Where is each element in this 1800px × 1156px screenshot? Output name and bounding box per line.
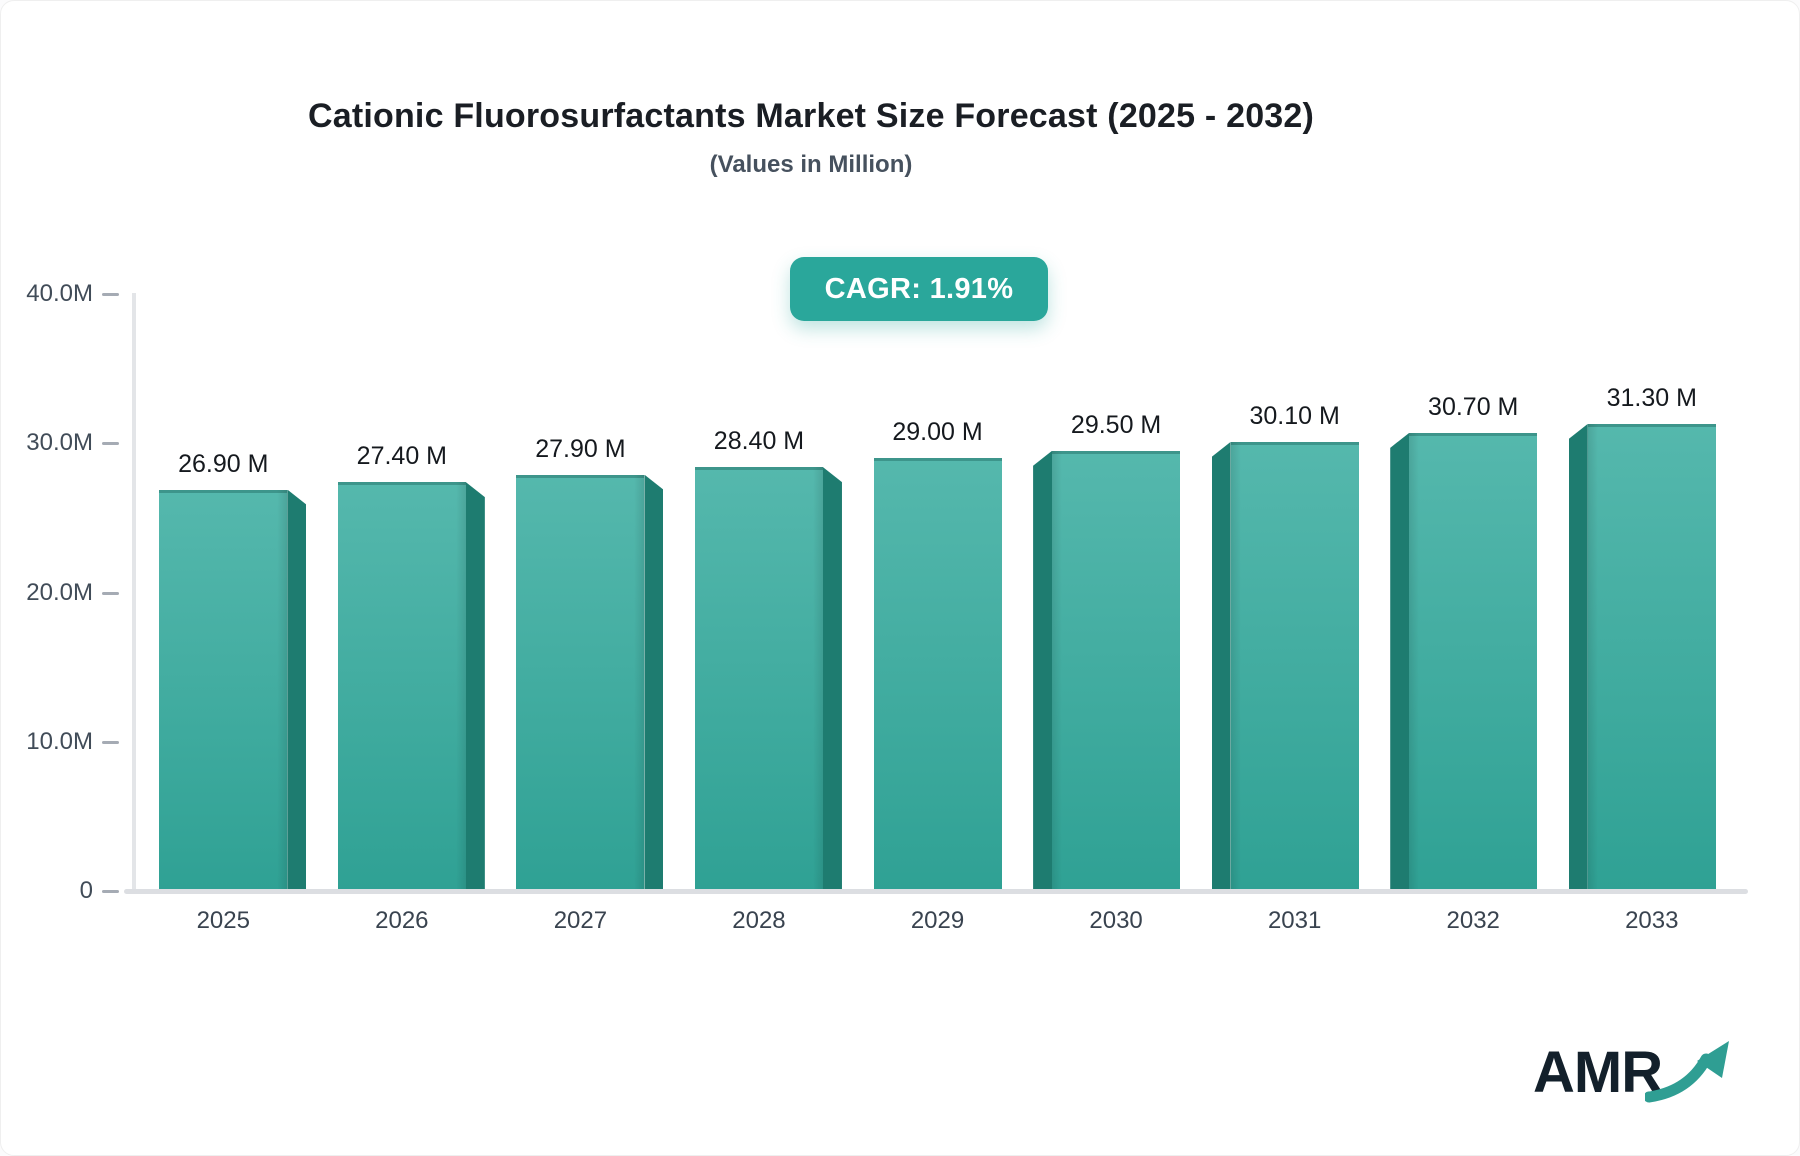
x-axis-line (124, 889, 1748, 894)
bar-column-2027: 27.90 M (491, 294, 670, 892)
bar-face (159, 489, 288, 891)
bar-face (1587, 423, 1716, 892)
bar-3d-side (1033, 450, 1053, 891)
bar-3d-side (822, 467, 842, 891)
bar-face (1409, 432, 1538, 892)
bar-3d-side (287, 489, 307, 891)
bars-row: 26.90 M 27.40 M 27.90 M 28.40 M 29.00 M 29.50… (134, 294, 1742, 892)
brand-logo-text: AMR (1533, 1040, 1663, 1105)
bar-2027: 27.90 M (516, 435, 664, 892)
trend-up-arrow-icon (1645, 1041, 1729, 1103)
bar-value-label: 29.50 M (1070, 410, 1162, 439)
bar-value-label: 30.10 M (1249, 401, 1340, 430)
bar-2032: 30.70 M (1390, 393, 1538, 892)
chart-title: Cationic Fluorosurfactants Market Size F… (307, 97, 1315, 135)
y-tick-mark (102, 442, 119, 446)
bar-face (694, 467, 823, 891)
bar-2033: 31.30 M (1568, 384, 1716, 892)
bar-column-2026: 27.40 M (313, 294, 492, 891)
bar-face (516, 474, 645, 892)
bar-value-label: 31.30 M (1606, 383, 1697, 412)
y-tick-label: 40.0M (26, 280, 93, 307)
bar-face (1052, 450, 1181, 892)
x-axis-label-2026: 2026 (375, 907, 429, 934)
x-axis-label-2031: 2031 (1267, 907, 1322, 934)
bar-2028: 28.40 M (694, 427, 842, 891)
y-tick-mark (102, 293, 119, 296)
brand-logo: AMR (1533, 1039, 1729, 1111)
bar-3d-side (644, 474, 664, 891)
x-axis-label-2025: 2025 (196, 907, 250, 934)
bar-3d-side (465, 482, 485, 891)
x-axis-label-2029: 2029 (910, 907, 965, 934)
bar-column-2032: 30.70 M (1384, 294, 1563, 892)
bar-2031: 30.10 M (1211, 402, 1359, 892)
bar-3d-side (1390, 432, 1410, 891)
bar-column-2028: 28.40 M (670, 294, 849, 891)
y-tick-label: 0 (79, 877, 93, 904)
y-axis-line (132, 293, 136, 890)
y-tick-mark (102, 890, 119, 893)
chart-subtitle: (Values in Million) (709, 151, 913, 178)
x-axis-label-2027: 2027 (553, 907, 608, 934)
bar-column-2033: 31.30 M (1563, 294, 1742, 892)
bar-value-label: 28.40 M (713, 427, 805, 456)
x-axis-label-2032: 2032 (1446, 907, 1500, 934)
bar-value-label: 29.00 M (892, 418, 983, 447)
cagr-badge: CAGR: 1.91% (790, 257, 1048, 321)
x-axis-label-2030: 2030 (1089, 907, 1143, 934)
x-axis-label-2028: 2028 (732, 907, 786, 934)
y-tick-mark (102, 740, 119, 744)
y-tick-label: 10.0M (26, 727, 93, 755)
bar-2030: 29.50 M (1033, 411, 1181, 892)
bar-2025: 26.90 M (159, 450, 307, 891)
bar-value-label: 26.90 M (178, 449, 269, 478)
y-tick-mark (102, 591, 119, 595)
bar-face (1230, 441, 1359, 892)
bar-column-2025: 26.90 M (134, 294, 313, 891)
bar-3d-side (1568, 423, 1588, 891)
bar-column-2029: 29.00 M (848, 294, 1027, 891)
bar-value-label: 30.70 M (1428, 392, 1519, 421)
bar-value-label: 27.40 M (356, 442, 448, 471)
bar-face (873, 458, 1002, 891)
x-axis-label-2033: 2033 (1625, 907, 1679, 934)
bar-2029: 29.00 M (873, 418, 1002, 891)
bar-2026: 27.40 M (337, 442, 485, 891)
y-tick-label: 20.0M (26, 578, 93, 606)
x-axis-labels: 2025 2026 2027 2028 2029 2030 2031 2032 2033 (134, 907, 1741, 935)
y-tick-label: 30.0M (26, 429, 93, 457)
bar-3d-side (1211, 441, 1231, 891)
bar-column-2030: 29.50 M (1027, 294, 1206, 892)
bar-column-2031: 30.10 M (1205, 294, 1384, 892)
bar-value-label: 27.90 M (535, 434, 626, 463)
cagr-badge-label: CAGR: 1.91% (824, 272, 1014, 305)
bar-face (337, 482, 466, 891)
plot-area: 26.90 M 27.40 M 27.90 M 28.40 M 29.00 M 29.50… (134, 294, 1742, 892)
